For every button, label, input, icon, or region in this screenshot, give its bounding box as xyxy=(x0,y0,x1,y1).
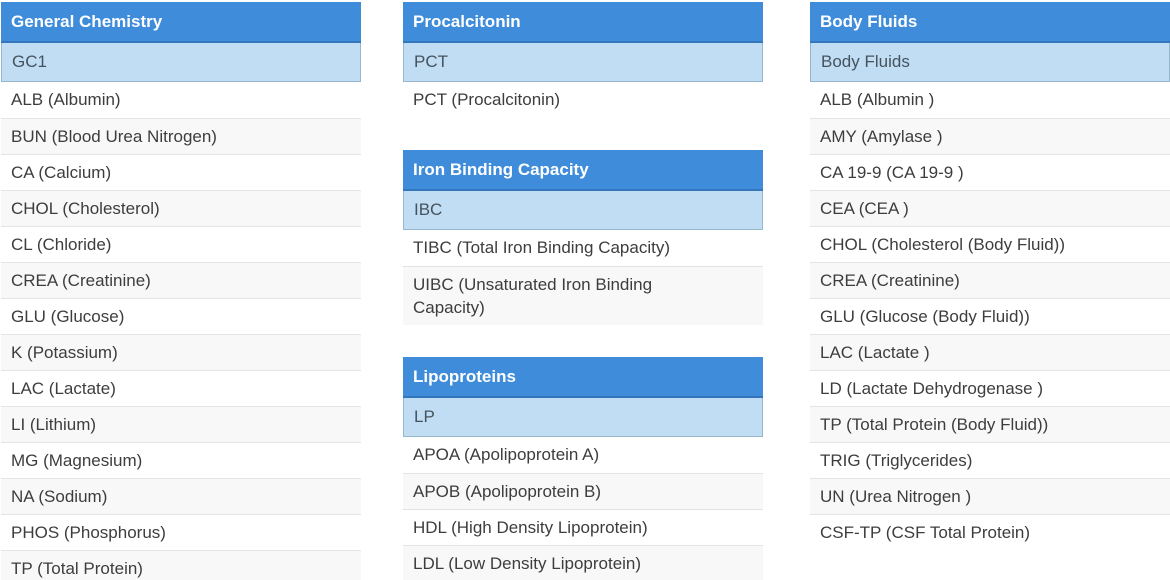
group-row[interactable]: PCT xyxy=(403,43,763,82)
test-item-row[interactable]: CA (Calcium) xyxy=(1,154,361,190)
test-item-row[interactable]: CSF-TP (CSF Total Protein) xyxy=(810,514,1170,550)
test-item-row[interactable]: CREA (Creatinine) xyxy=(810,262,1170,298)
test-item-row[interactable]: LDL (Low Density Lipoprotein) xyxy=(403,545,763,580)
test-item-row[interactable]: LI (Lithium) xyxy=(1,406,361,442)
test-item-row[interactable]: TRIG (Triglycerides) xyxy=(810,442,1170,478)
test-item-row[interactable]: NA (Sodium) xyxy=(1,478,361,514)
test-item-row[interactable]: CL (Chloride) xyxy=(1,226,361,262)
test-item-row[interactable]: GLU (Glucose (Body Fluid)) xyxy=(810,298,1170,334)
test-item-row[interactable]: CA 19-9 (CA 19-9 ) xyxy=(810,154,1170,190)
column-body-fluids: Body Fluids Body Fluids ALB (Albumin ) AMY … xyxy=(810,2,1170,550)
test-item-row[interactable]: GLU (Glucose) xyxy=(1,298,361,334)
test-item-row[interactable]: ALB (Albumin ) xyxy=(810,82,1170,118)
test-item-row[interactable]: PHOS (Phosphorus) xyxy=(1,514,361,550)
section-header: Iron Binding Capacity xyxy=(403,150,763,191)
test-item-row[interactable]: APOB (Apolipoprotein B) xyxy=(403,473,763,509)
test-item-row[interactable]: MG (Magnesium) xyxy=(1,442,361,478)
test-item-row[interactable]: TP (Total Protein (Body Fluid)) xyxy=(810,406,1170,442)
section-panel: Procalcitonin PCT PCT (Procalcitonin) xyxy=(403,2,763,118)
test-item-row[interactable]: ALB (Albumin) xyxy=(1,82,361,118)
test-item-row[interactable]: UIBC (Unsaturated Iron Binding Capacity) xyxy=(403,266,763,325)
test-item-row[interactable]: CHOL (Cholesterol (Body Fluid)) xyxy=(810,226,1170,262)
section-header: Lipoproteins xyxy=(403,357,763,398)
test-item-row[interactable]: LAC (Lactate ) xyxy=(810,334,1170,370)
group-row[interactable]: Body Fluids xyxy=(810,43,1170,82)
group-row[interactable]: GC1 xyxy=(1,43,361,82)
test-item-row[interactable]: BUN (Blood Urea Nitrogen) xyxy=(1,118,361,154)
section-panel: Body Fluids Body Fluids ALB (Albumin ) AMY … xyxy=(810,2,1170,550)
section-header: Body Fluids xyxy=(810,2,1170,43)
test-item-row[interactable]: TIBC (Total Iron Binding Capacity) xyxy=(403,230,763,266)
group-row[interactable]: LP xyxy=(403,398,763,437)
test-item-row[interactable]: CHOL (Cholesterol) xyxy=(1,190,361,226)
test-item-row[interactable]: TP (Total Protein) xyxy=(1,550,361,580)
test-item-row[interactable]: PCT (Procalcitonin) xyxy=(403,82,763,118)
test-item-row[interactable]: HDL (High Density Lipoprotein) xyxy=(403,509,763,545)
section-panel: General Chemistry GC1 ALB (Albumin) BUN (Bl… xyxy=(1,2,361,580)
column-special-chemistry: Procalcitonin PCT PCT (Procalcitonin) Iron … xyxy=(403,2,763,580)
section-header: Procalcitonin xyxy=(403,2,763,43)
test-item-row[interactable]: CEA (CEA ) xyxy=(810,190,1170,226)
test-item-row[interactable]: UN (Urea Nitrogen ) xyxy=(810,478,1170,514)
section-panel: Lipoproteins LP APOA (Apolipoprotein A) APO… xyxy=(403,357,763,580)
section-header: General Chemistry xyxy=(1,2,361,43)
test-item-row[interactable]: LAC (Lactate) xyxy=(1,370,361,406)
test-item-row[interactable]: AMY (Amylase ) xyxy=(810,118,1170,154)
section-panel: Iron Binding Capacity IBC TIBC (Total Iron… xyxy=(403,150,763,325)
test-item-row[interactable]: LD (Lactate Dehydrogenase ) xyxy=(810,370,1170,406)
test-item-row[interactable]: APOA (Apolipoprotein A) xyxy=(403,437,763,473)
test-item-row[interactable]: CREA (Creatinine) xyxy=(1,262,361,298)
group-row[interactable]: IBC xyxy=(403,191,763,230)
test-item-row[interactable]: K (Potassium) xyxy=(1,334,361,370)
column-general-chemistry: General Chemistry GC1 ALB (Albumin) BUN (Bl… xyxy=(1,2,361,580)
